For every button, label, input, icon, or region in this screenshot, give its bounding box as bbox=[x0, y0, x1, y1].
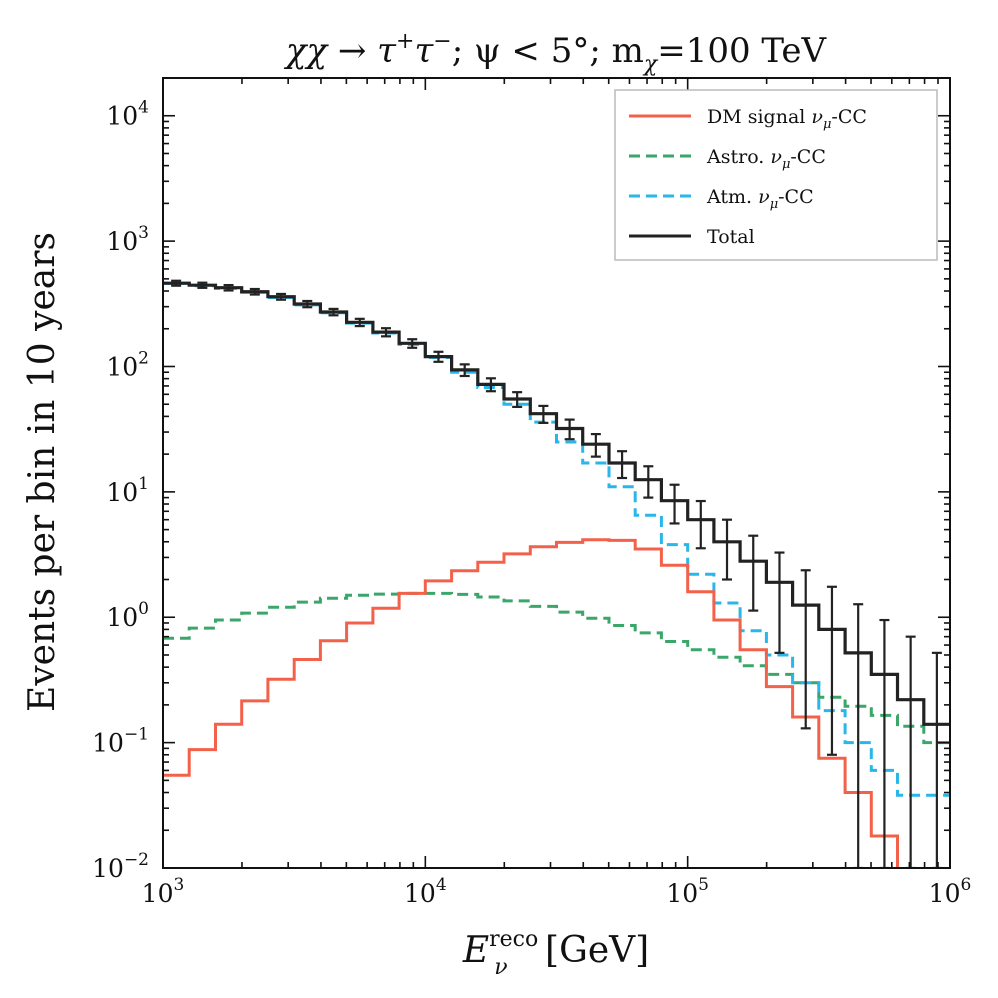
legend-item: Astro. νμ-CC bbox=[629, 146, 826, 172]
error-bar bbox=[459, 363, 470, 378]
x-tick-label: 106 bbox=[929, 875, 972, 908]
y-axis-label: Events per bin in 10 years bbox=[22, 232, 63, 712]
error-bar bbox=[512, 391, 523, 409]
error-bar bbox=[197, 281, 208, 289]
error-bar bbox=[617, 450, 628, 480]
svg-text:DM signal νμ-CC: DM signal νμ-CC bbox=[707, 106, 867, 132]
x-tick-label: 104 bbox=[404, 875, 447, 908]
error-bar bbox=[669, 483, 680, 525]
legend-item: Total bbox=[629, 226, 755, 248]
series-line-total bbox=[163, 281, 950, 726]
error-bar bbox=[774, 551, 785, 654]
error-bar bbox=[328, 307, 339, 317]
error-bar bbox=[302, 299, 313, 309]
y-tick-label: 101 bbox=[106, 474, 149, 507]
error-bar bbox=[249, 287, 260, 296]
error-bar bbox=[722, 518, 733, 581]
plot-frame bbox=[162, 77, 951, 869]
x-axis: 103 104 105 106 bbox=[142, 875, 972, 908]
x-tick-label: 103 bbox=[142, 875, 185, 908]
y-tick-label: 103 bbox=[106, 223, 149, 256]
series-line-dm-signal bbox=[163, 538, 899, 868]
y-tick-label: 100 bbox=[106, 599, 149, 632]
error-bar bbox=[879, 618, 890, 868]
error-bar bbox=[276, 292, 287, 301]
error-bar bbox=[407, 338, 418, 349]
error-bar bbox=[433, 350, 444, 363]
legend: DM signal νμ-CC Astro. νμ-CC Atm. νμ-CC Tot… bbox=[614, 89, 938, 261]
svg-text:Astro. νμ-CC: Astro. νμ-CC bbox=[706, 146, 826, 172]
error-bar bbox=[354, 317, 365, 328]
y-axis: 10−2 10−1 100 101 102 103 104 bbox=[92, 98, 149, 883]
error-bar bbox=[538, 404, 549, 424]
error-bar bbox=[748, 534, 759, 612]
error-bar bbox=[826, 585, 837, 756]
x-tick-label: 105 bbox=[666, 875, 709, 908]
y-tick-label: 10−2 bbox=[92, 850, 149, 883]
legend-item: Atm. νμ-CC bbox=[629, 186, 814, 212]
error-bar bbox=[853, 603, 864, 868]
chart-title: χχ → τ+τ−; ψ < 5°; mχ=100 TeV bbox=[284, 29, 828, 77]
svg-text:Atm. νμ-CC: Atm. νμ-CC bbox=[706, 186, 814, 212]
plot-area bbox=[162, 77, 951, 869]
error-bar bbox=[905, 635, 916, 868]
x-axis-label: Ereco ν [GeV] bbox=[462, 927, 649, 980]
svg-text:Total: Total bbox=[707, 226, 755, 248]
y-tick-label: 104 bbox=[106, 98, 149, 131]
error-bar bbox=[590, 432, 601, 458]
y-tick-label: 102 bbox=[106, 348, 149, 381]
error-bar bbox=[171, 279, 182, 287]
error-bar bbox=[380, 327, 391, 338]
error-bar bbox=[695, 499, 706, 550]
error-bar bbox=[931, 651, 942, 868]
error-bar bbox=[564, 418, 575, 441]
error-bar bbox=[800, 569, 811, 730]
legend-item: DM signal νμ-CC bbox=[629, 106, 867, 132]
error-bar bbox=[223, 283, 234, 292]
y-tick-label: 10−1 bbox=[92, 725, 149, 758]
error-bar bbox=[485, 377, 496, 393]
error-bar bbox=[643, 465, 654, 499]
